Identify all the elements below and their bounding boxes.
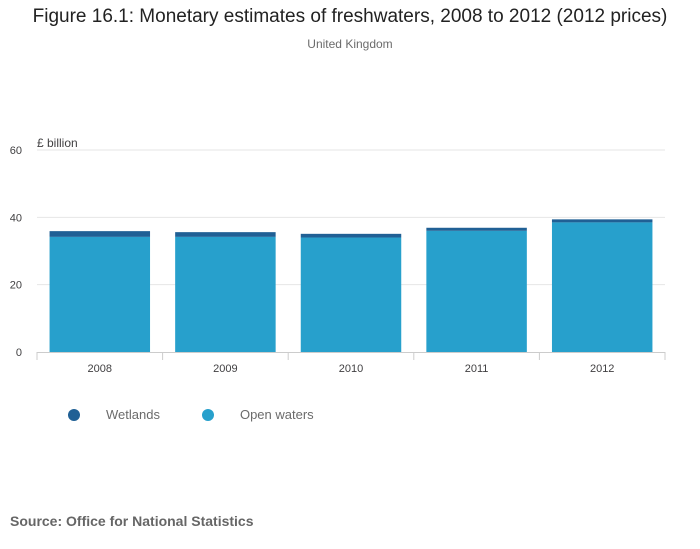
bar-open-waters-2008[interactable] [49, 236, 151, 352]
chart-legend: Wetlands Open waters [68, 407, 356, 422]
legend-item-wetlands[interactable]: Wetlands [68, 407, 160, 422]
x-tick-label: 2011 [465, 363, 489, 375]
bar-wetlands-2009[interactable] [175, 232, 276, 237]
legend-item-open-waters[interactable]: Open waters [201, 407, 314, 422]
source-note: Source: Office for National Statistics [10, 513, 254, 529]
chart-subtitle: United Kingdom [307, 37, 393, 51]
bar-chart: 0 20 40 60 2008 2009 2010 2011 2012 [10, 145, 666, 375]
legend-label-open-waters: Open waters [239, 407, 314, 422]
y-tick-label: 40 [10, 212, 22, 224]
bar-wetlands-2008[interactable] [49, 231, 151, 237]
legend-label-wetlands: Wetlands [106, 407, 160, 422]
y-axis-unit-label: £ billion [37, 136, 78, 150]
bar-wetlands-2011[interactable] [426, 227, 527, 231]
x-tick-label: 2010 [339, 363, 363, 375]
bar-open-waters-2012[interactable] [551, 222, 653, 352]
chart-title: Figure 16.1: Monetary estimates of fresh… [32, 6, 668, 27]
bar-open-waters-2011[interactable] [426, 230, 527, 352]
bar-wetlands-2010[interactable] [300, 233, 402, 238]
x-tick-label: 2008 [88, 363, 112, 375]
y-tick-label: 20 [10, 280, 22, 292]
legend-marker-wetlands [68, 408, 80, 421]
y-tick-label: 60 [10, 145, 22, 157]
x-tick-label: 2012 [590, 363, 614, 375]
bar-open-waters-2009[interactable] [175, 236, 276, 352]
bar-open-waters-2010[interactable] [300, 237, 402, 352]
y-tick-label: 0 [16, 347, 22, 359]
x-tick-label: 2009 [213, 363, 237, 375]
legend-marker-open-waters [201, 408, 214, 421]
bar-wetlands-2012[interactable] [551, 219, 653, 223]
